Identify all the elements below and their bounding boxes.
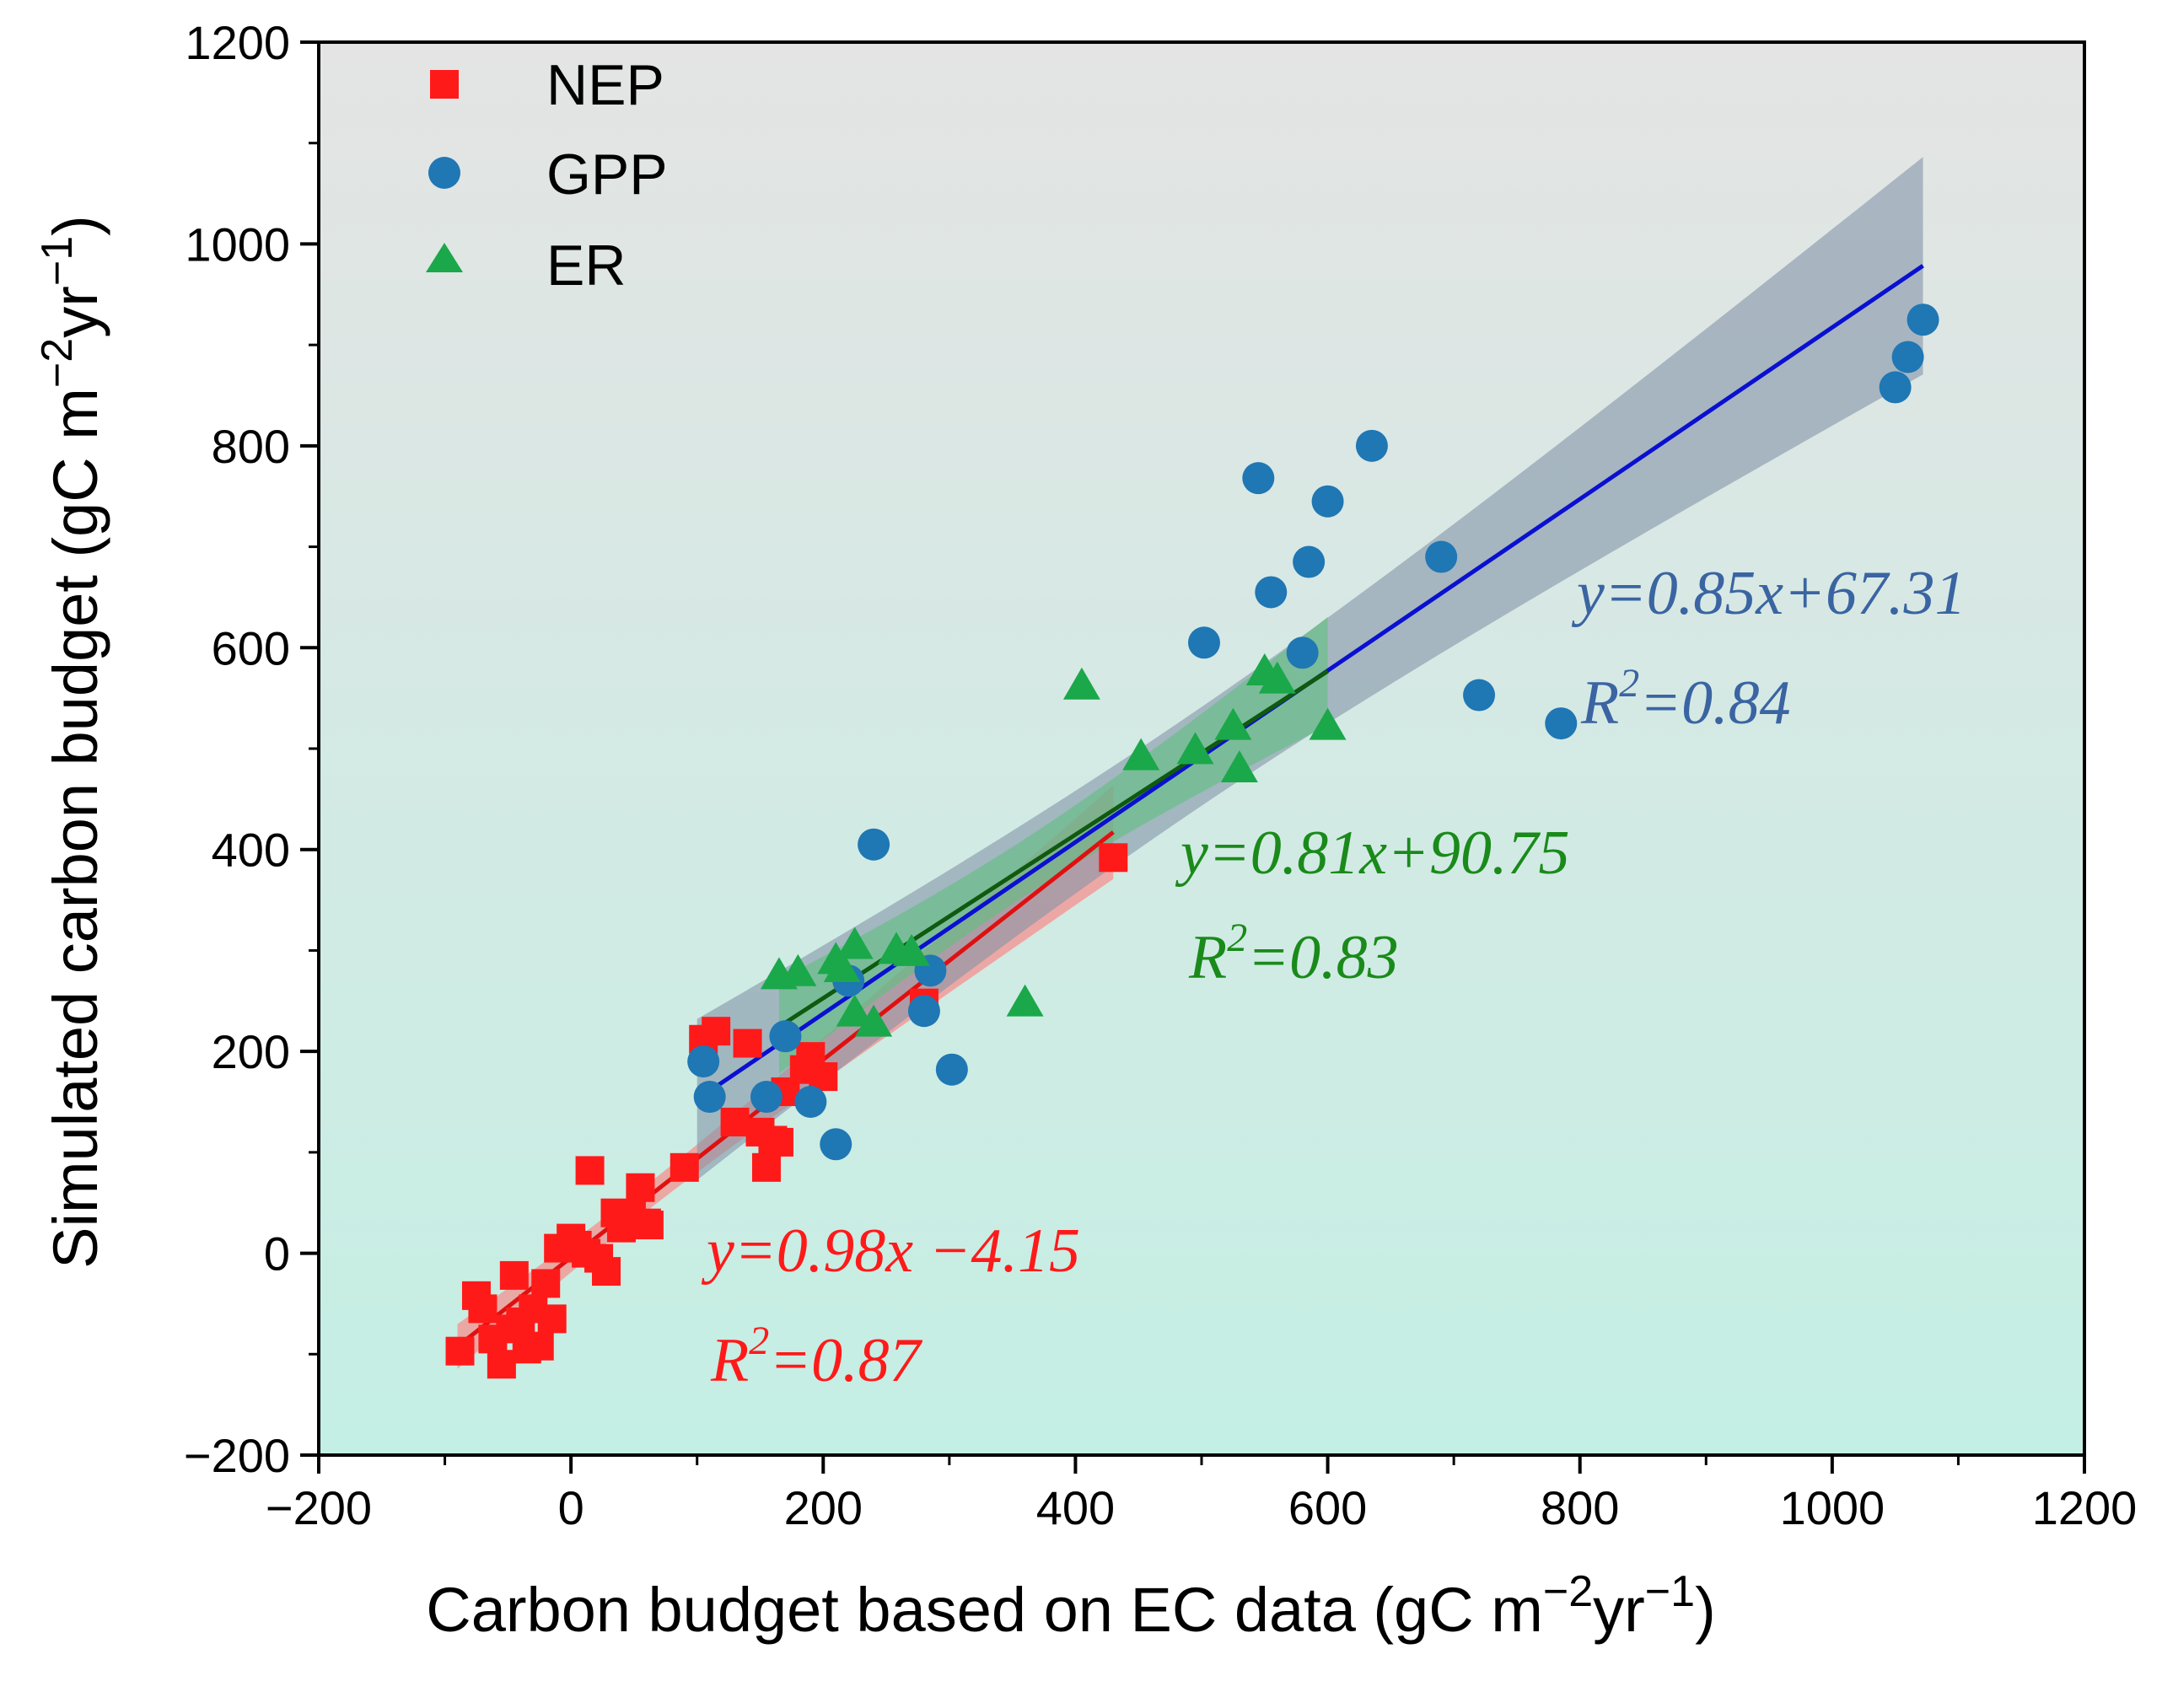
nep-point — [531, 1269, 561, 1298]
er-point — [1214, 707, 1252, 740]
gpp-point — [1311, 485, 1344, 518]
x-tick-label: −200 — [266, 1481, 372, 1534]
gpp-point — [769, 1020, 802, 1053]
gpp-point — [1242, 462, 1275, 495]
x-tick-label: 600 — [1288, 1481, 1367, 1534]
y-tick-label: 600 — [212, 621, 290, 674]
gpp-point — [1425, 540, 1458, 573]
x-axis-title: Carbon budget based on EC data (gC m−2yr… — [426, 1567, 1716, 1645]
x-tick-label: 0 — [558, 1481, 584, 1534]
gpp-point — [1891, 341, 1924, 373]
er-point — [1122, 738, 1160, 771]
er-point — [1006, 984, 1044, 1017]
legend-nep-square-icon — [430, 70, 459, 99]
legend-label-nep: NEP — [546, 53, 664, 117]
nep-point — [592, 1257, 621, 1286]
er-point — [892, 933, 930, 966]
annotation-er: y=0.81x+90.75 R2=0.83 — [1175, 819, 1570, 992]
legend: NEP GPP ER — [426, 53, 668, 298]
nep-point — [733, 1029, 762, 1058]
er-point — [855, 1004, 893, 1037]
gpp-point — [1293, 545, 1326, 578]
legend-label-er: ER — [546, 234, 626, 298]
nep-r-squared: R2=0.87 — [710, 1319, 923, 1395]
er-equation: y=0.81x+90.75 — [1175, 819, 1570, 888]
legend-item-gpp: GPP — [428, 142, 668, 207]
nep-point — [524, 1331, 554, 1361]
gpp-point — [1355, 429, 1388, 462]
x-tick-label: 200 — [784, 1481, 863, 1534]
nep-point — [1099, 843, 1128, 873]
x-axis-ticks: −200 0 200 400 600 800 1000 1200 — [266, 1455, 2137, 1534]
gpp-r-squared: R2=0.84 — [1580, 661, 1791, 738]
nep-point — [575, 1156, 605, 1185]
nep-point — [720, 1107, 750, 1136]
y-axis-title: Simulated carbon budget (gC m−2yr−1) — [33, 215, 110, 1269]
legend-label-gpp: GPP — [546, 142, 668, 207]
gpp-equation: y=0.85x+67.31 — [1571, 559, 1966, 628]
gpp-point — [794, 1086, 827, 1118]
y-tick-label: 200 — [212, 1025, 290, 1078]
gpp-point — [820, 1128, 852, 1161]
er-point — [823, 949, 861, 982]
x-tick-label: 800 — [1541, 1481, 1619, 1534]
er-point — [779, 953, 817, 986]
gpp-point — [687, 1045, 720, 1078]
legend-item-nep: NEP — [430, 53, 664, 117]
data-points — [445, 303, 1939, 1379]
gpp-point — [1286, 636, 1319, 669]
y-tick-label: −200 — [184, 1429, 290, 1482]
annotation-nep: y=0.98x −4.15 R2=0.87 — [701, 1217, 1080, 1395]
legend-gpp-circle-icon — [428, 157, 460, 189]
annotation-gpp: y=0.85x+67.31 R2=0.84 — [1571, 559, 1966, 738]
nep-point — [445, 1336, 475, 1366]
y-tick-label: 0 — [264, 1227, 290, 1281]
er-point — [836, 927, 874, 959]
er-point — [1258, 661, 1296, 694]
gpp-point — [1879, 371, 1912, 404]
gpp-point — [750, 1081, 783, 1114]
y-tick-label: 400 — [212, 824, 290, 877]
nep-point — [468, 1294, 497, 1324]
nep-point — [670, 1152, 699, 1182]
nep-equation: y=0.98x −4.15 — [701, 1217, 1080, 1286]
legend-item-er: ER — [426, 234, 626, 298]
er-point — [1309, 707, 1347, 740]
gpp-point — [1187, 626, 1220, 659]
nep-point — [702, 1017, 731, 1046]
gpp-point — [1545, 707, 1578, 740]
gpp-point — [907, 995, 940, 1028]
y-tick-label: 1200 — [185, 16, 290, 69]
nep-point — [634, 1211, 664, 1240]
x-tick-label: 400 — [1036, 1481, 1115, 1534]
nep-point — [499, 1260, 529, 1290]
gpp-point — [1907, 303, 1939, 336]
gpp-point — [858, 828, 890, 861]
y-tick-label: 800 — [212, 420, 290, 473]
x-tick-label: 1200 — [2032, 1481, 2138, 1534]
y-tick-label: 1000 — [185, 218, 290, 271]
nep-point — [764, 1127, 793, 1157]
nep-point — [626, 1173, 655, 1202]
nep-point — [537, 1304, 567, 1334]
er-r-squared: R2=0.83 — [1188, 916, 1399, 992]
er-point — [1062, 667, 1100, 700]
er-point — [836, 994, 874, 1027]
x-tick-label: 1000 — [1780, 1481, 1885, 1534]
gpp-point — [935, 1053, 968, 1086]
nep-point — [487, 1350, 516, 1379]
gpp-point — [1255, 576, 1288, 609]
er-point — [1176, 732, 1214, 765]
er-point — [1220, 749, 1258, 782]
nep-point — [751, 1152, 781, 1182]
gpp-point — [1463, 679, 1496, 712]
y-axis-ticks: −200 0 200 400 600 800 1000 1200 — [184, 16, 319, 1482]
legend-er-triangle-icon — [426, 243, 463, 272]
gpp-point — [693, 1081, 726, 1114]
